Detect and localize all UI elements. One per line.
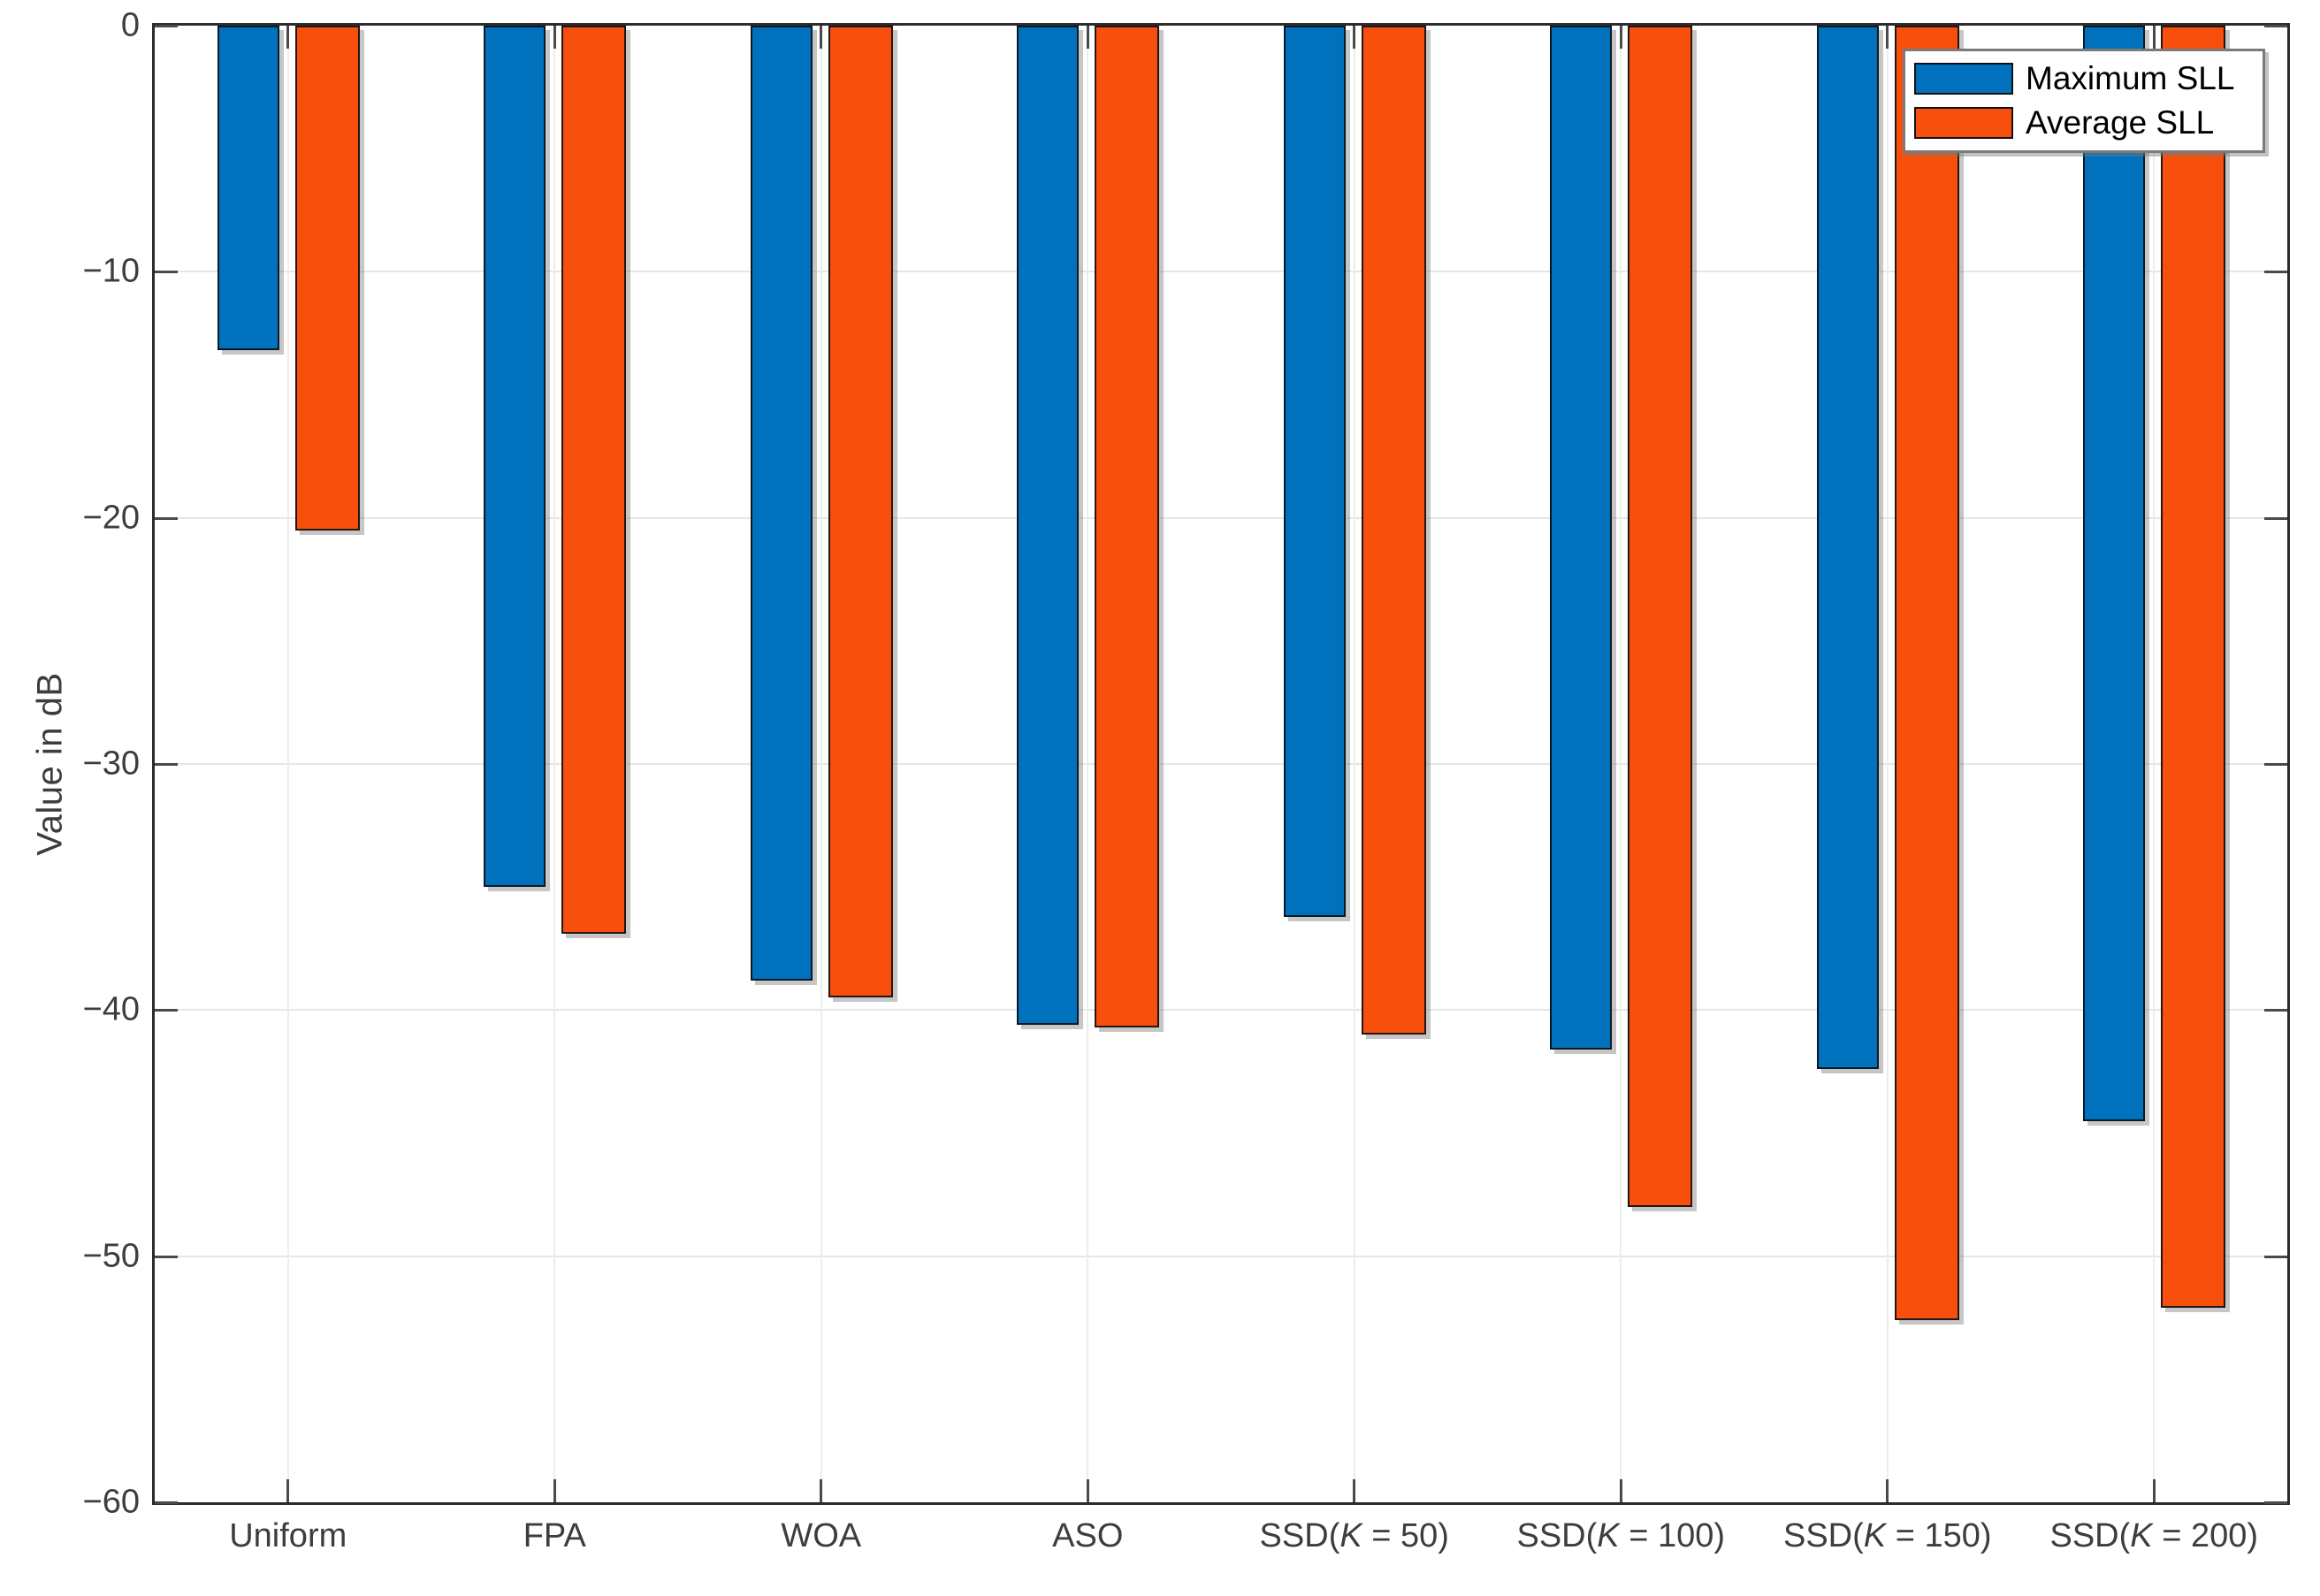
bar-maximum-sll-ssd-k-100 — [1550, 26, 1613, 1050]
x-tick-mark — [1886, 1479, 1889, 1502]
y-tick-mark — [155, 763, 178, 766]
x-tick-mark — [1886, 26, 1889, 49]
bar-maximum-sll-woa — [750, 26, 813, 981]
x-tick-mark — [1619, 1479, 1622, 1502]
gridline-horizontal — [155, 763, 2287, 765]
y-tick-mark — [2264, 1009, 2287, 1012]
y-tick-mark — [2264, 1501, 2287, 1504]
y-tick-label: −50 — [82, 1237, 140, 1275]
gridline-horizontal — [155, 271, 2287, 273]
gridline-vertical — [2153, 26, 2156, 1502]
y-tick-mark — [155, 516, 178, 520]
y-tick-label: −60 — [82, 1483, 140, 1521]
bar-average-sll-fpa — [561, 26, 627, 935]
plot-area — [152, 23, 2290, 1505]
y-tick-mark — [2264, 1255, 2287, 1258]
gridline-vertical — [820, 26, 822, 1502]
gridline-vertical — [286, 26, 289, 1502]
bar-average-sll-ssd-k-50 — [1361, 26, 1426, 1035]
gridline-vertical — [1087, 26, 1089, 1502]
legend-swatch-maximum-sll — [1914, 63, 2013, 95]
y-tick-mark — [155, 25, 178, 27]
bar-maximum-sll-ssd-k-150 — [1816, 26, 1879, 1070]
bars-layer — [155, 26, 2287, 1502]
y-axis-label: Value in dB — [30, 672, 70, 856]
gridline-horizontal — [155, 1009, 2287, 1012]
bar-maximum-sll-fpa — [484, 26, 546, 888]
bar-average-sll-ssd-k-150 — [1894, 26, 1959, 1321]
y-tick-label: −30 — [82, 745, 140, 783]
y-tick-mark — [2264, 516, 2287, 520]
x-tick-mark — [553, 26, 556, 49]
x-tick-mark — [553, 1479, 556, 1502]
gridline-horizontal — [155, 516, 2287, 519]
y-tick-label: −10 — [82, 252, 140, 290]
gridline-vertical — [553, 26, 556, 1502]
bar-average-sll-ssd-k-200 — [2161, 26, 2226, 1309]
x-tick-mark — [2152, 26, 2156, 49]
x-tick-label-ssd-k-100: SSD(K = 100) — [1516, 1517, 1726, 1554]
bar-average-sll-ssd-k-100 — [1628, 26, 1693, 1207]
bar-maximum-sll-uniform — [217, 26, 279, 351]
x-tick-label-ssd-k-200: SSD(K = 200) — [2049, 1517, 2259, 1554]
y-tick-label: −20 — [82, 499, 140, 537]
x-tick-mark — [820, 26, 823, 49]
y-tick-label: −40 — [82, 990, 140, 1028]
x-tick-mark — [1619, 26, 1622, 49]
y-tick-mark — [155, 1009, 178, 1012]
y-tick-mark — [2264, 25, 2287, 27]
bar-maximum-sll-ssd-k-50 — [1283, 26, 1346, 917]
x-tick-mark — [286, 26, 290, 49]
bar-average-sll-uniform — [294, 26, 360, 531]
bar-maximum-sll-aso — [1017, 26, 1080, 1026]
x-tick-mark — [1086, 1479, 1089, 1502]
x-tick-mark — [1353, 1479, 1356, 1502]
y-tick-mark — [2264, 271, 2287, 274]
x-tick-label-aso: ASO — [1052, 1517, 1124, 1554]
bar-average-sll-aso — [1095, 26, 1160, 1027]
legend-label-maximum-sll: Maximum SLL — [2026, 60, 2235, 96]
x-tick-label-ssd-k-50: SSD(K = 50) — [1259, 1517, 1449, 1554]
gridline-horizontal — [155, 1255, 2287, 1257]
x-tick-mark — [1353, 26, 1356, 49]
y-tick-mark — [155, 1501, 178, 1504]
legend-item-average-sll: Average SLL — [1914, 103, 2254, 142]
gridline-vertical — [1353, 26, 1355, 1502]
y-tick-label: 0 — [120, 6, 140, 44]
x-tick-mark — [820, 1479, 823, 1502]
x-tick-label-uniform: Uniform — [229, 1517, 347, 1554]
legend: Maximum SLL Average SLL — [1903, 49, 2265, 153]
bar-maximum-sll-ssd-k-200 — [2083, 26, 2146, 1121]
x-tick-label-woa: WOA — [781, 1517, 862, 1554]
x-tick-mark — [2152, 1479, 2156, 1502]
x-tick-mark — [286, 1479, 290, 1502]
legend-item-maximum-sll: Maximum SLL — [1914, 59, 2254, 98]
bar-average-sll-woa — [828, 26, 893, 998]
legend-label-average-sll: Average SLL — [2026, 104, 2215, 141]
y-tick-mark — [155, 1255, 178, 1258]
x-tick-label-ssd-k-150: SSD(K = 150) — [1782, 1517, 1992, 1554]
grid-layer — [155, 25, 2287, 1504]
gridline-vertical — [1620, 26, 1622, 1502]
legend-swatch-average-sll — [1914, 107, 2013, 139]
gridline-vertical — [1886, 26, 1889, 1502]
x-tick-label-fpa: FPA — [523, 1517, 586, 1554]
y-tick-mark — [2264, 763, 2287, 766]
x-tick-mark — [1086, 26, 1089, 49]
y-tick-mark — [155, 271, 178, 274]
